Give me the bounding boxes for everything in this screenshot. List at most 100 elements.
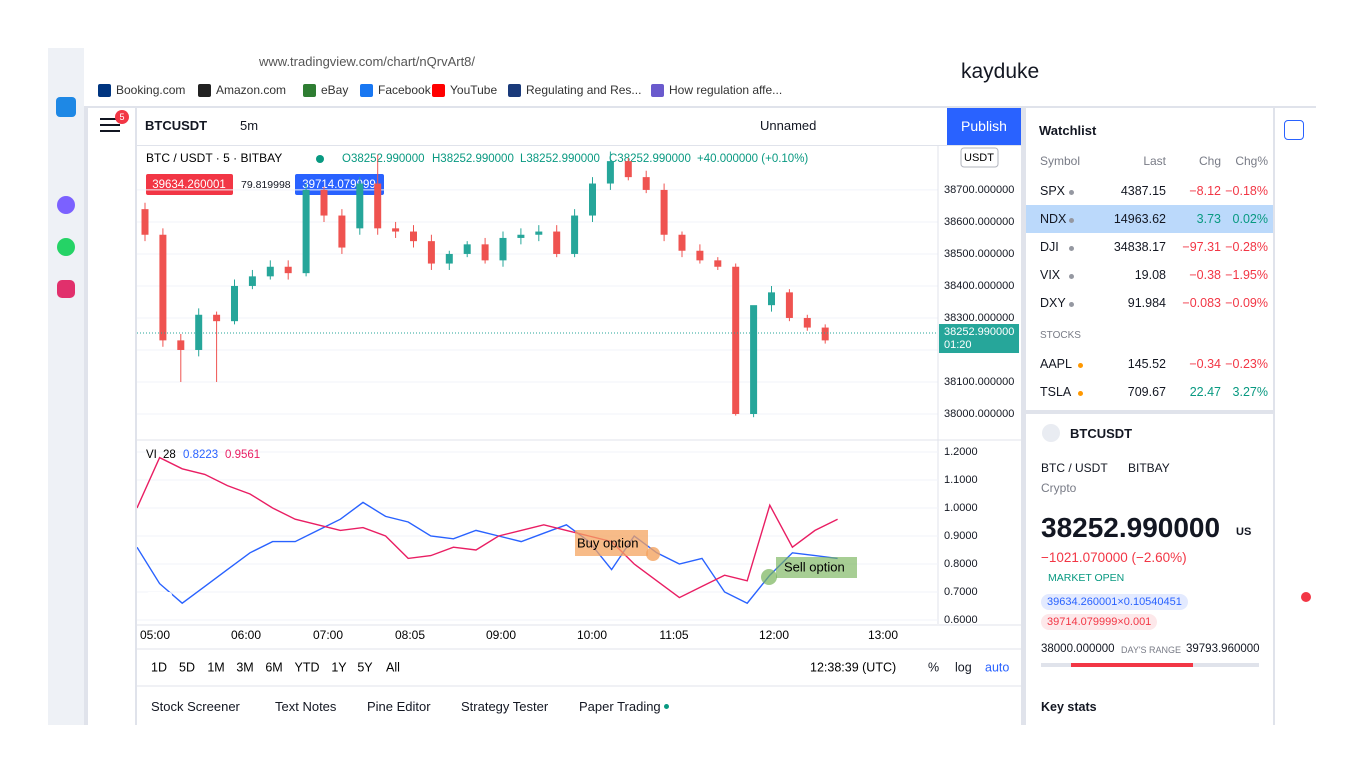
symbol-cell[interactable]: DJI [1040,240,1059,254]
scale-option[interactable]: auto [985,660,1009,674]
candle-body [248,276,256,286]
column-header[interactable]: Chg [1198,154,1221,168]
column-header[interactable]: Symbol [1040,154,1081,168]
currency: USDT [964,152,994,164]
whatsapp-icon[interactable] [57,238,75,256]
watchlist-icon[interactable] [1284,120,1304,140]
quote-cell: 0.02% [1232,212,1268,226]
bookmark-icon[interactable] [360,84,373,97]
candle-body [696,250,704,261]
right-toolbar [1275,108,1316,725]
bookmark-icon[interactable] [651,84,664,97]
panel-tab[interactable]: Pine Editor [367,699,431,714]
bookmark-icon[interactable] [432,84,445,97]
scale-option[interactable]: log [955,660,972,674]
panel-tab[interactable]: Text Notes [275,699,337,714]
sell-marker [761,569,777,585]
y-tick-label: 38500.000000 [944,248,1014,260]
quote-cell: 22.47 [1189,385,1221,399]
range-button[interactable]: 5D [179,660,195,674]
symbol-cell[interactable]: TSLA [1040,385,1072,399]
y-tick-label: 0.7000 [944,586,978,598]
live-dot [316,155,324,163]
panel-tab[interactable]: Stock Screener [151,699,240,714]
range-button[interactable]: All [386,660,400,674]
range-label: DAY'S RANGE [1121,645,1182,655]
candle-body [284,266,292,274]
symbol-search[interactable]: BTCUSDT [145,118,208,133]
symbol-cell[interactable]: VIX [1040,268,1061,282]
interval[interactable]: 5m [240,118,259,133]
candle-body [338,215,346,248]
x-tick-label: 06:00 [231,628,261,642]
quote-cell: −0.38 [1189,268,1221,282]
quote-cell: 91.984 [1127,296,1166,310]
range-high: 39793.960000 [1186,643,1260,655]
bookmark[interactable]: eBay [321,83,349,97]
bookmark[interactable]: YouTube [450,83,498,97]
vi-minus-value: 0.9561 [225,449,260,461]
candle-body [768,292,775,306]
bookmark[interactable]: Booking.com [116,83,186,97]
symbol-cell[interactable]: SPX [1040,184,1066,198]
y-tick-label: 38600.000000 [944,216,1014,228]
key-stats[interactable]: Key stats [1041,700,1097,714]
range-button[interactable]: 5Y [357,660,373,674]
alert-dot [1301,592,1311,602]
menu-icon[interactable] [100,118,120,120]
range-button[interactable]: 3M [236,660,253,674]
messenger-icon[interactable] [57,196,75,214]
bookmark-icon[interactable] [198,84,211,97]
candle-body [159,234,167,341]
y-tick-label: 38100.000000 [944,376,1014,388]
range-button[interactable]: 6M [265,660,282,674]
bookmark-icon[interactable] [508,84,521,97]
candle-body [732,266,740,414]
column-header[interactable]: Chg% [1235,154,1268,168]
instagram-icon[interactable] [57,280,75,298]
countdown: 01:20 [944,339,972,351]
range-button[interactable]: 1D [151,660,167,674]
y-tick-label: 1.1000 [944,474,978,486]
address-bar[interactable]: www.tradingview.com/chart/nQrvArt8/ [259,54,476,69]
bookmark[interactable]: How regulation affe... [669,83,783,97]
candle-body [213,314,221,322]
symbol-cell[interactable]: AAPL [1040,357,1072,371]
legend-change: +40.000000 (+0.10%) [697,153,808,165]
scale-option[interactable]: % [928,660,939,674]
watchlist-title[interactable]: Watchlist [1039,123,1097,138]
bookmark[interactable]: Amazon.com [216,83,287,97]
range-button[interactable]: 1M [207,660,224,674]
quote-cell: −0.34 [1189,357,1221,371]
candle-body [785,292,793,318]
last-price-label: 38252.990000 [944,326,1014,338]
candle-body [624,161,632,178]
candle-body [141,209,149,235]
browser-chrome: www.tradingview.com/chart/nQrvArt8/ kayd… [84,48,1316,107]
bookmark-icon[interactable] [303,84,316,97]
publish-button[interactable]: Publish [947,108,1021,145]
section-label: STOCKS [1040,330,1081,341]
quote-cell: −0.18% [1225,184,1268,198]
column-header[interactable]: Last [1143,154,1166,168]
detail-kind: Crypto [1041,481,1077,495]
panel-tab[interactable]: Strategy Tester [461,699,549,714]
bookmark[interactable]: Regulating and Res... [526,83,642,97]
quote-cell: 709.67 [1127,385,1166,399]
vi-line [137,456,838,599]
quote-cell: −0.083 [1182,296,1221,310]
quote-cell: 4387.15 [1120,184,1166,198]
bookmark-icon[interactable] [98,84,111,97]
symbol-cell[interactable]: DXY [1040,296,1066,310]
bookmark[interactable]: Facebook [378,83,431,97]
x-tick-label: 12:00 [759,628,789,642]
panel-tab[interactable]: Paper Trading [579,699,661,714]
home-icon[interactable] [56,97,76,117]
candle-body [356,183,364,229]
layout-name[interactable]: Unnamed [760,118,817,133]
candle-body [481,244,489,261]
candle-body [571,215,579,254]
range-button[interactable]: 1Y [331,660,347,674]
symbol-cell[interactable]: NDX [1040,212,1067,226]
range-button[interactable]: YTD [295,660,320,674]
